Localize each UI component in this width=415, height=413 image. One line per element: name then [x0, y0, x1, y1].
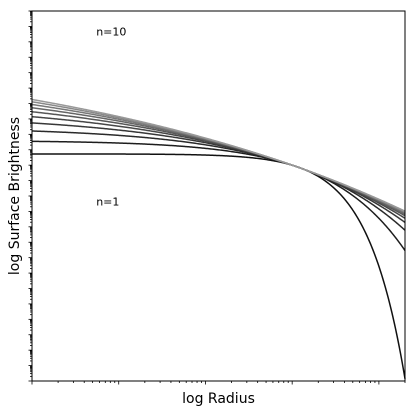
annotation-n10: n=10 [96, 26, 126, 39]
x-axis-label: log Radius [182, 391, 255, 407]
y-axis-label: log Surface Brightness [7, 117, 23, 275]
series-line-n2 [31, 140, 406, 251]
curves-group [31, 98, 406, 379]
series-line-n10 [31, 98, 406, 212]
series-line-n4 [31, 122, 406, 224]
plot-frame [31, 10, 406, 382]
tick-group [28, 10, 406, 385]
annotation-n1: n=1 [96, 195, 119, 208]
series-line-n1 [32, 153, 406, 379]
series-line-n7 [31, 107, 406, 215]
annotations-group: n=10 n=1 [96, 26, 126, 209]
series-line-n8 [31, 103, 406, 214]
series-line-n3 [31, 130, 406, 231]
series-line-n5 [31, 115, 406, 219]
